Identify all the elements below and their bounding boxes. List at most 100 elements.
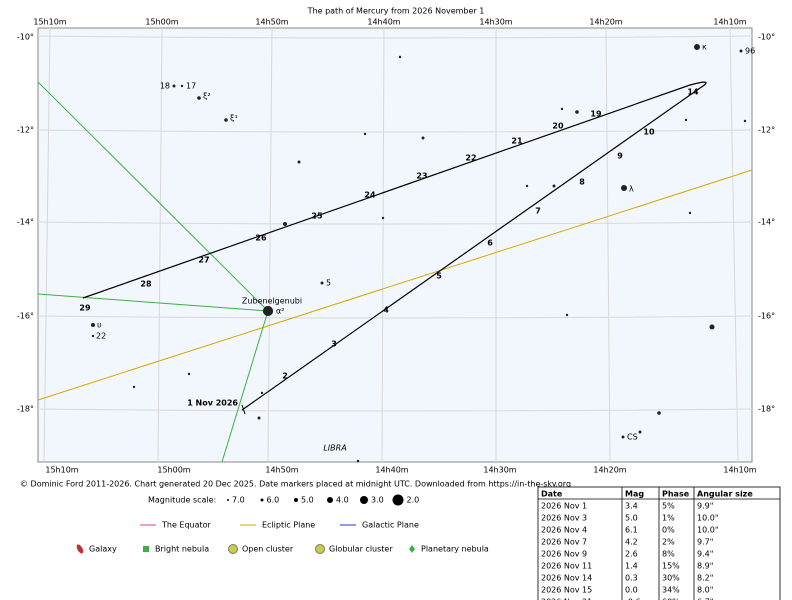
star xyxy=(180,84,184,88)
star xyxy=(263,306,273,316)
table-cell: 1.4 xyxy=(625,562,638,571)
magnitude-item: 3.0 xyxy=(371,496,384,505)
date-label: 29 xyxy=(79,304,91,313)
table-cell: 10.0" xyxy=(697,526,719,535)
magnitude-item: 2.0 xyxy=(407,496,420,505)
legend-symbol xyxy=(315,544,325,554)
table-cell: 10.0" xyxy=(697,514,719,523)
constellation-label: LIBRA xyxy=(323,444,346,453)
date-label: 24 xyxy=(364,191,376,200)
star xyxy=(694,44,700,50)
date-label: 14 xyxy=(687,88,699,97)
table-header: Date xyxy=(541,490,563,499)
star xyxy=(197,96,201,100)
star xyxy=(621,435,625,439)
table-cell: 8.2" xyxy=(697,574,713,583)
ra-label: 14h20m xyxy=(593,466,626,475)
date-label: 10 xyxy=(643,128,655,137)
table-cell: 2026 Nov 3 xyxy=(541,514,587,523)
legend-symbol xyxy=(76,544,84,554)
magnitude-item: 4.0 xyxy=(336,496,349,505)
ra-label: 14h50m xyxy=(255,18,288,27)
star-label: 17 xyxy=(186,82,196,91)
dec-label: -16° xyxy=(758,312,775,321)
star xyxy=(172,84,176,88)
table-cell: 9.9" xyxy=(697,502,713,511)
date-label: 28 xyxy=(140,280,152,289)
table-header: Angular size xyxy=(697,490,753,499)
magnitude-item: 5.0 xyxy=(301,496,314,505)
table-cell: 2.6 xyxy=(625,550,638,559)
table-cell: 5% xyxy=(662,502,675,511)
table-cell: 2026 Nov 1 xyxy=(541,502,587,511)
table-cell: 1% xyxy=(662,514,675,523)
date-label: 26 xyxy=(255,234,267,243)
table-cell: 2026 Nov 9 xyxy=(541,550,587,559)
magnitude-item: 7.0 xyxy=(232,496,245,505)
magnitude-dot xyxy=(260,498,264,502)
star-label: 22 xyxy=(96,332,106,341)
legend-label: Open cluster xyxy=(242,545,294,554)
table-cell: 9.7" xyxy=(697,538,713,547)
table-cell: 2026 Nov 4 xyxy=(541,526,587,535)
ra-label: 15h00m xyxy=(145,18,178,27)
dec-label: -16° xyxy=(17,312,34,321)
star xyxy=(739,49,743,53)
star xyxy=(91,334,95,338)
magnitude-dot xyxy=(227,499,229,501)
star-label: CS xyxy=(627,433,638,442)
ra-label: 14h40m xyxy=(375,466,408,475)
magnitude-dot xyxy=(360,496,368,504)
table-cell: 2026 Nov 14 xyxy=(541,574,592,583)
date-label: 20 xyxy=(552,122,564,131)
table-cell: 3.4 xyxy=(625,502,638,511)
star xyxy=(320,281,324,285)
legend-symbol xyxy=(228,544,238,554)
star-label: 5 xyxy=(326,279,331,288)
table-cell: 2026 Nov 21 xyxy=(541,598,592,600)
table-cell: 15% xyxy=(662,562,680,571)
legend-label: Galactic Plane xyxy=(362,521,419,530)
table-cell: 2026 Nov 11 xyxy=(541,562,592,571)
ra-label: 14h30m xyxy=(483,466,516,475)
ra-label: 14h20m xyxy=(589,18,622,27)
table-cell: -0.6 xyxy=(625,598,641,600)
date-label: 23 xyxy=(416,172,427,181)
table-cell: 9.4" xyxy=(697,550,713,559)
star-label: λ xyxy=(629,185,634,194)
table-cell: 6.7" xyxy=(697,598,713,600)
sky-area xyxy=(37,27,753,463)
ra-label: 15h10m xyxy=(33,18,66,27)
date-label: 27 xyxy=(198,256,209,265)
ra-label: 14h10m xyxy=(723,466,756,475)
table-cell: 2% xyxy=(662,538,675,547)
ra-label: 15h10m xyxy=(45,466,78,475)
table-cell: 2026 Nov 7 xyxy=(541,538,587,547)
date-label: 3 xyxy=(331,340,337,349)
table-cell: 0.3 xyxy=(625,574,638,583)
magnitude-label: Magnitude scale: xyxy=(148,496,216,505)
ecliptic xyxy=(37,169,753,401)
ra-label: 14h50m xyxy=(265,466,298,475)
date-label: 5 xyxy=(436,272,442,281)
table-cell: 30% xyxy=(662,574,680,583)
legend-label: Ecliptic Plane xyxy=(262,521,315,530)
date-label: 7 xyxy=(535,207,541,216)
star xyxy=(91,323,95,327)
dec-label: -12° xyxy=(758,126,775,135)
ra-label: 14h40m xyxy=(367,18,400,27)
dec-label: -18° xyxy=(17,405,34,414)
ra-label: 15h00m xyxy=(157,466,190,475)
legend-label: Globular cluster xyxy=(329,545,393,554)
star xyxy=(621,185,627,191)
date-label: 1 Nov 2026 xyxy=(187,399,238,408)
dec-label: -14° xyxy=(17,218,34,227)
legend-symbol xyxy=(409,545,415,553)
star-label: ξ² xyxy=(203,92,211,101)
table-cell: 8.0" xyxy=(697,586,713,595)
date-label: 9 xyxy=(617,152,623,161)
table-cell: 6.1 xyxy=(625,526,638,535)
date-label: 19 xyxy=(590,110,602,119)
faint-stars xyxy=(132,55,747,463)
